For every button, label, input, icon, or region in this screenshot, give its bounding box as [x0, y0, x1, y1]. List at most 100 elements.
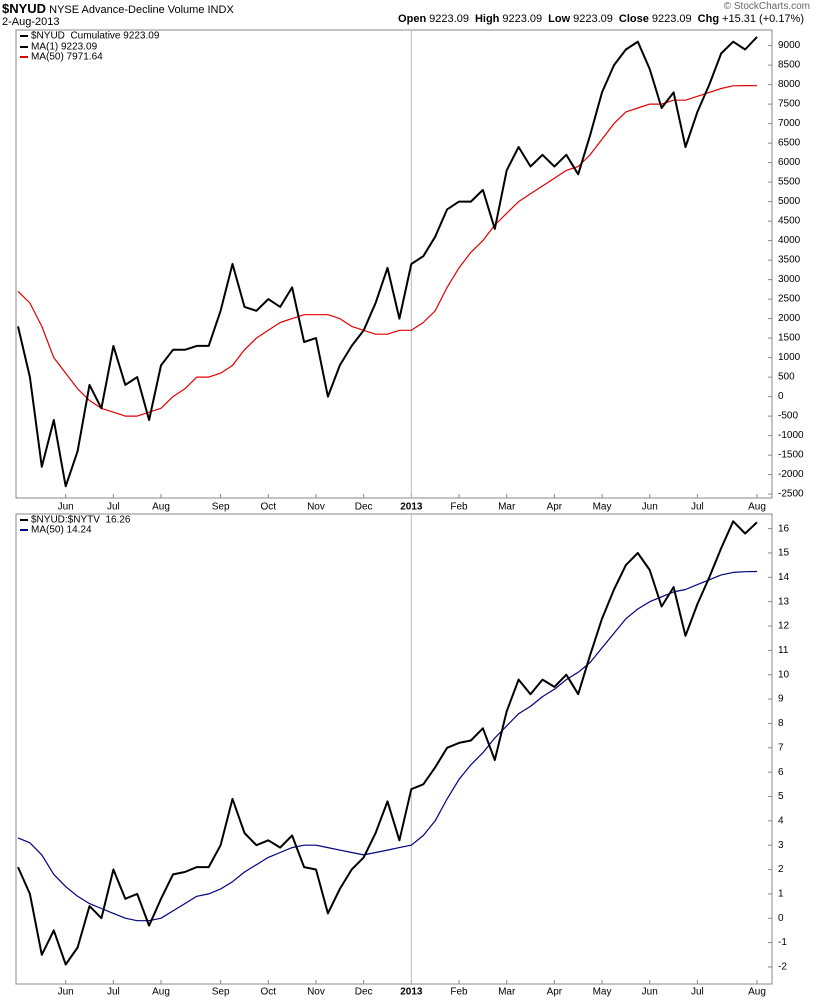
- quote-value: 9223.09: [651, 13, 692, 25]
- quote-label: High: [474, 13, 500, 25]
- y-tick-label: -1: [778, 937, 787, 948]
- x-tick-label: Mar: [498, 502, 516, 513]
- x-tick-label: Jun: [58, 502, 74, 513]
- x-tick-label: Sep: [212, 502, 230, 513]
- x-tick-label: Dec: [355, 987, 373, 998]
- y-tick-label: 2500: [778, 294, 801, 305]
- x-tick-label: Jun: [642, 987, 658, 998]
- source: © StockCharts.com: [723, 1, 810, 12]
- series-line: [17, 570, 758, 922]
- x-tick-label: May: [593, 502, 612, 513]
- x-tick-label: Nov: [307, 987, 325, 998]
- x-tick-label: Jun: [642, 502, 658, 513]
- y-tick-label: 1: [778, 889, 784, 900]
- x-tick-label: Oct: [261, 987, 277, 998]
- x-tick-label: Aug: [748, 502, 766, 513]
- y-tick-label: 500: [778, 372, 795, 383]
- y-tick-label: -2: [778, 962, 787, 973]
- x-tick-label: 2013: [400, 987, 423, 998]
- y-tick-label: 11: [778, 645, 789, 656]
- y-tick-label: 6000: [778, 157, 801, 168]
- y-tick-label: -1500: [778, 450, 804, 461]
- legend-title: $NYUD Cumulative 9223.09: [31, 31, 160, 42]
- quote-label: Chg: [697, 13, 720, 25]
- x-tick-label: Aug: [152, 502, 170, 513]
- header: $NYUD NYSE Advance-Decline Volume INDX 2…: [2, 1, 818, 29]
- y-tick-label: 2000: [778, 313, 801, 324]
- legend-entry: MA(1) 9223.09: [31, 42, 98, 53]
- legend-entry: MA(50) 14.24: [31, 525, 92, 536]
- y-tick-label: 5500: [778, 177, 801, 188]
- y-tick-label: 10: [778, 669, 790, 680]
- quote-value: +15.31 (+0.17%): [722, 13, 804, 25]
- y-tick-label: -1000: [778, 430, 804, 441]
- y-tick-label: 1500: [778, 333, 801, 344]
- x-tick-label: Aug: [748, 987, 766, 998]
- quote-value: 9223.09: [429, 13, 469, 25]
- x-tick-label: Jul: [107, 502, 120, 513]
- index-name: NYSE Advance-Decline Volume INDX: [49, 4, 234, 16]
- x-tick-label: Dec: [355, 502, 373, 513]
- x-tick-label: Apr: [547, 987, 563, 998]
- x-tick-label: Jul: [691, 502, 704, 513]
- x-tick-label: Sep: [212, 987, 230, 998]
- quote-value: 9223.09: [502, 13, 543, 25]
- title-row: $NYUD NYSE Advance-Decline Volume INDX: [2, 1, 818, 16]
- x-tick-label: Jul: [691, 987, 704, 998]
- y-tick-label: 4500: [778, 216, 801, 227]
- y-tick-label: 2: [778, 864, 784, 875]
- y-tick-label: 0: [778, 913, 784, 924]
- y-tick-label: 8000: [778, 79, 801, 90]
- quote-label: Open: [398, 13, 427, 25]
- y-tick-label: 3500: [778, 255, 801, 266]
- y-tick-label: 8: [778, 718, 784, 729]
- symbol: $NYUD: [2, 1, 47, 16]
- y-tick-label: 9: [778, 694, 784, 705]
- y-tick-label: 15: [778, 548, 790, 559]
- quote-value: 9223.09: [573, 13, 613, 25]
- x-tick-label: 2013: [400, 502, 423, 513]
- x-tick-label: Aug: [152, 987, 170, 998]
- y-tick-label: 13: [778, 596, 790, 607]
- plot-frame: [15, 29, 773, 499]
- date: 2-Aug-2013: [2, 16, 60, 28]
- y-tick-label: 1000: [778, 352, 801, 363]
- y-tick-label: 6: [778, 767, 784, 778]
- x-tick-label: Jul: [107, 987, 120, 998]
- x-tick-label: Jun: [58, 987, 74, 998]
- y-tick-label: 7500: [778, 99, 801, 110]
- y-tick-label: 9000: [778, 40, 801, 51]
- y-tick-label: 4000: [778, 235, 801, 246]
- y-tick-label: -2500: [778, 489, 804, 500]
- y-tick-label: 14: [778, 572, 790, 583]
- quote-label: Close: [618, 13, 649, 25]
- y-tick-label: 6500: [778, 138, 801, 149]
- y-tick-label: -500: [778, 411, 798, 422]
- y-tick-label: 5000: [778, 196, 801, 207]
- y-tick-label: 12: [778, 621, 790, 632]
- series-line: [17, 85, 758, 417]
- series-line: [17, 520, 758, 966]
- y-tick-label: 0: [778, 391, 784, 402]
- y-tick-label: 5: [778, 791, 784, 802]
- quote: Open 9223.09 High 9223.09 Low 9223.09 Close 922…: [398, 13, 810, 25]
- y-tick-label: 4: [778, 815, 784, 826]
- x-tick-label: May: [593, 987, 612, 998]
- plot-frame: [15, 513, 773, 985]
- x-tick-label: Feb: [450, 987, 468, 998]
- x-tick-label: Nov: [307, 502, 325, 513]
- legend-entry: MA(50) 7971.64: [31, 52, 103, 63]
- y-tick-label: 3: [778, 840, 784, 851]
- y-tick-label: 7000: [778, 118, 801, 129]
- x-tick-label: Oct: [261, 502, 277, 513]
- x-tick-label: Mar: [498, 987, 516, 998]
- y-tick-label: 7: [778, 742, 784, 753]
- y-tick-label: 8500: [778, 60, 801, 71]
- x-tick-label: Apr: [547, 502, 563, 513]
- y-tick-label: -2000: [778, 469, 804, 480]
- quote-label: Low: [548, 13, 571, 25]
- legend-entry: $NYUD:$NYTV 16.26: [31, 515, 131, 526]
- y-tick-label: 16: [778, 523, 790, 534]
